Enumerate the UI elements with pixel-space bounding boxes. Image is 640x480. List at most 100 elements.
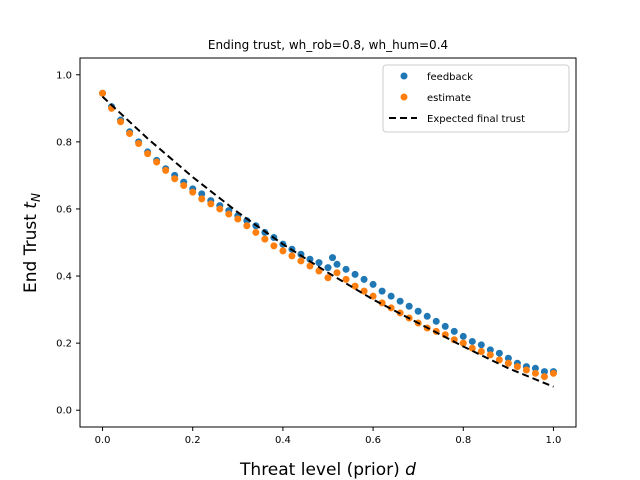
estimate-point [198,195,206,203]
estimate-point [306,262,314,270]
feedback-point [333,260,341,268]
y-tick-label: 0.2 [56,339,72,350]
feedback-point [378,287,386,295]
estimate-point [189,188,197,196]
expected-final-trust-line [101,95,554,388]
feedback-point [369,280,377,288]
x-tick-label: 1.0 [546,435,562,446]
estimate-point [360,287,368,295]
axis-ticks: 0.0 0.2 0.4 0.6 0.8 1.0 0.0 0.2 0.4 0.6 0.8 1.0 [56,70,561,446]
feedback-point [351,270,359,278]
plot-area [99,89,557,388]
feedback-point [459,332,467,340]
estimate-point [387,304,395,312]
x-tick-label: 0.4 [275,435,291,446]
feedback-point [504,354,512,362]
feedback-point [495,349,503,357]
estimate-point [531,369,539,377]
estimate-point [234,215,242,223]
y-axis-label-variable: t [21,201,41,209]
legend-box [382,64,570,133]
estimate-point [162,166,170,174]
estimate-point [378,299,386,307]
estimate-point [324,274,332,282]
feedback-point [441,322,449,330]
estimate-point [297,257,305,265]
feedback-point [432,317,440,325]
legend-marker [400,72,408,80]
estimate-point [495,356,503,364]
legend-label: estimate [427,93,471,104]
estimate-point [117,118,125,126]
x-axis-label: Threat level (prior) d [239,460,416,480]
y-tick-label: 0.4 [56,272,72,283]
estimate-point [243,222,251,230]
y-axis-label-text: End Trust [21,209,41,293]
x-axis-label-variable: d [405,460,416,480]
x-tick-label: 0.6 [365,435,381,446]
y-tick-label: 0.0 [56,406,72,417]
feedback-point [450,327,458,335]
legend: feedback estimate Expected final trust [382,64,570,133]
estimate-point [540,373,548,381]
feedback-point [423,312,431,320]
feedback-point [396,297,404,305]
legend-label: feedback [427,72,473,83]
axes-frame [79,57,577,428]
estimate-point [342,275,350,283]
feedback-point [324,264,332,272]
feedback-point [540,368,548,376]
estimate-point [225,210,233,218]
estimate-point [279,247,287,255]
y-axis-label: End Trust tN [21,193,43,293]
estimate-point [180,181,188,189]
chart-title: Ending trust, wh_rob=0.8, wh_hum=0.4 [208,38,448,52]
y-axis-label-subscript: N [29,193,43,202]
feedback-point [468,337,476,345]
estimate-point [216,205,224,213]
estimate-point [144,150,152,158]
estimate-point [486,351,494,359]
feedback-point [342,265,350,273]
estimate-point [135,140,143,148]
estimate-point [513,363,521,371]
estimate-point [504,359,512,367]
y-tick-label: 0.8 [56,137,72,148]
estimate-point [126,129,134,137]
feedback-point [198,190,206,198]
estimate-point [522,366,530,374]
estimate-point [153,158,161,166]
y-tick-label: 1.0 [56,70,72,81]
estimate-point [333,269,341,277]
feedback-point [414,307,422,315]
estimate-point [261,235,269,243]
feedback-point [486,346,494,354]
x-tick-label: 0.0 [95,435,111,446]
feedback-point [329,254,337,262]
feedback-point [405,302,413,310]
estimate-point [477,348,485,356]
feedback-point [306,255,314,263]
estimate-point [459,339,467,347]
y-tick-label: 0.6 [56,204,72,215]
feedback-point [315,259,323,267]
estimate-point [468,344,476,352]
estimate-point [207,200,215,208]
estimate-point [270,242,278,250]
legend-label: Expected final trust [427,114,525,125]
estimate-point [171,175,179,183]
estimate-point [351,282,359,290]
feedback-point [531,364,539,372]
estimate-point [99,89,107,97]
estimate-point [549,369,557,377]
estimate-point [288,252,296,260]
x-axis-label-text: Threat level (prior) [239,460,405,480]
feedback-point [477,341,485,349]
legend-marker [400,93,408,101]
feedback-point [387,292,395,300]
estimate-point [252,228,260,236]
x-tick-label: 0.8 [455,435,471,446]
feedback-point [360,275,368,283]
x-tick-label: 0.2 [185,435,201,446]
